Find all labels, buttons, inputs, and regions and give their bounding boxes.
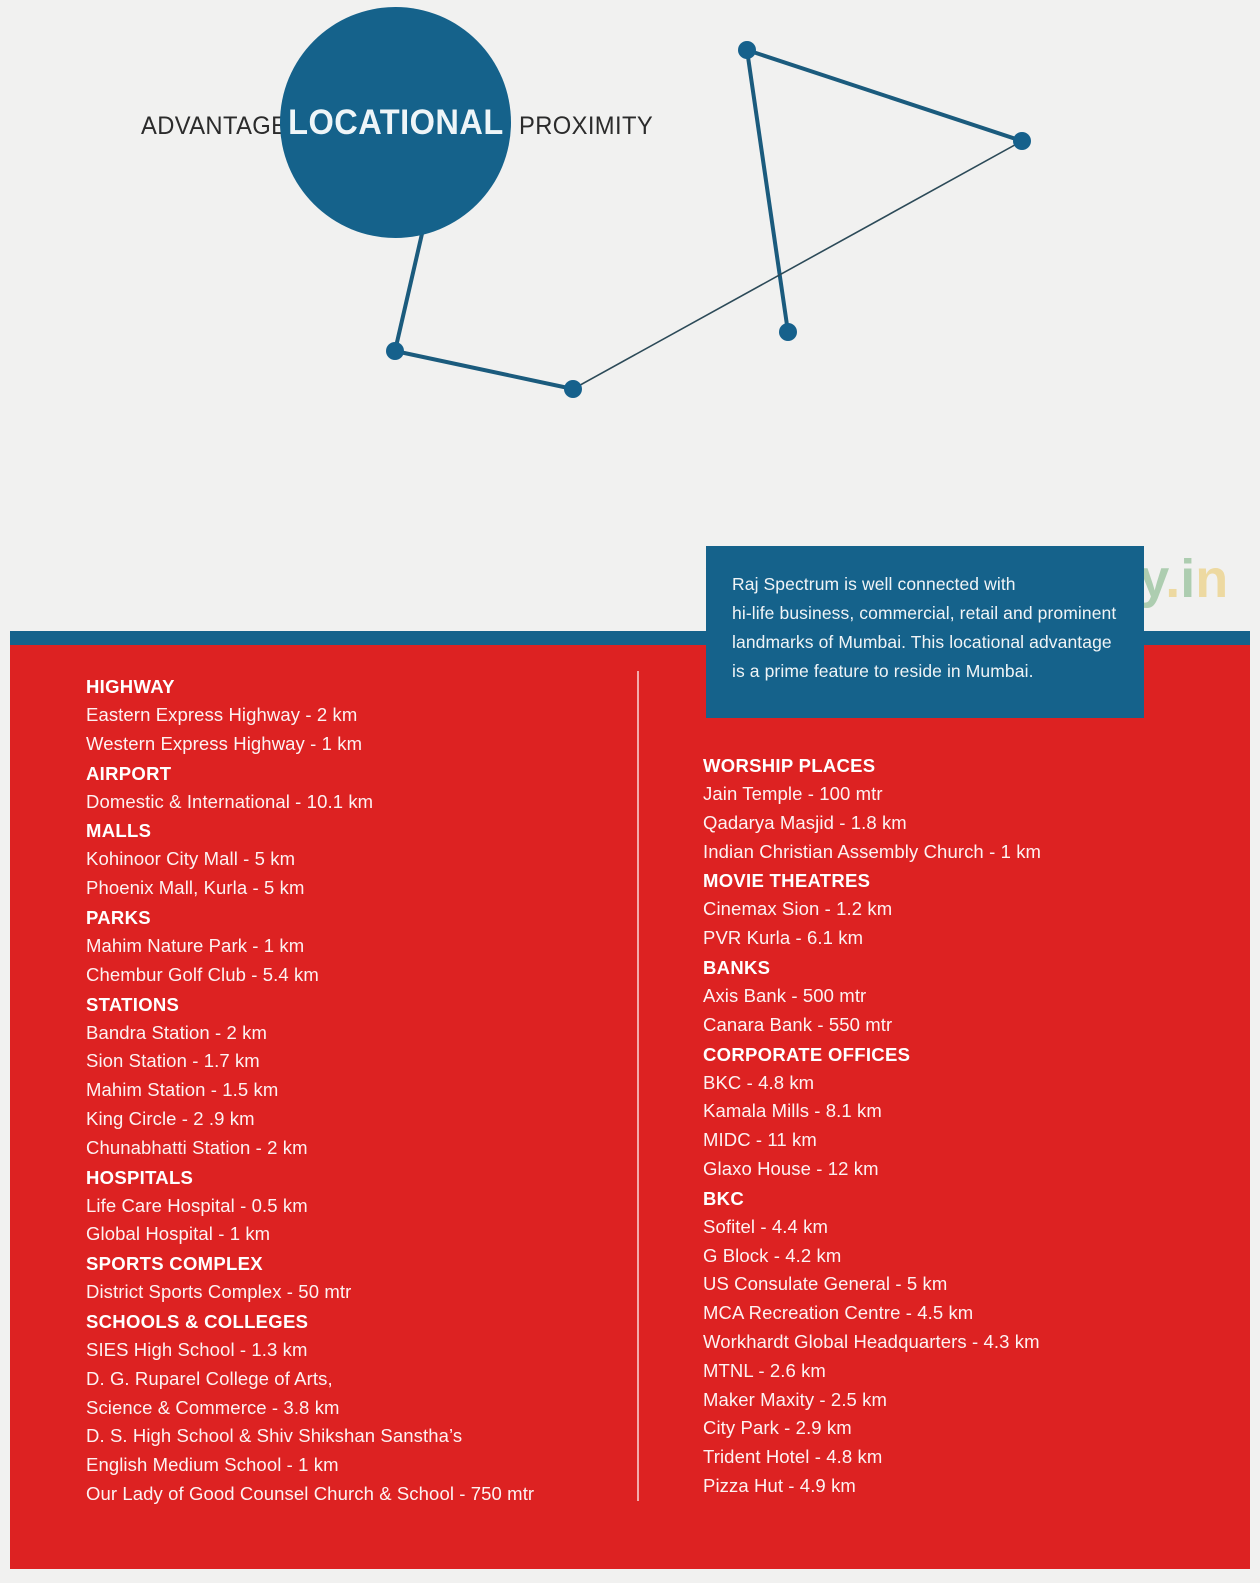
category-item: PVR Kurla - 6.1 km [703,927,864,949]
diagram-links [393,48,1023,391]
category-item: Maker Maxity - 2.5 km [703,1388,888,1410]
category-item: Chunabhatti Station - 2 km [86,1136,308,1158]
category-title: CORPORATE OFFICES [703,1043,911,1065]
category-item: Our Lady of Good Counsel Church & School… [86,1482,535,1504]
category-title: BKC [703,1187,744,1209]
category-item: Qadarya Masjid - 1.8 km [703,811,907,833]
diagram-node [564,380,582,398]
proximity-list-right: WORSHIP PLACES Jain Temple - 100 mtr Qadar… [703,751,1223,1501]
category-item: Kohinoor City Mall - 5 km [86,848,296,870]
category-item: Domestic & International - 10.1 km [86,790,374,812]
diagram-node [1013,132,1031,150]
locational-badge: LOCATIONAL [280,7,511,238]
category-item: Pizza Hut - 4.9 km [703,1474,856,1496]
link-n1-n2 [746,48,1023,143]
category-item: Sion Station - 1.7 km [86,1050,260,1072]
category-item: Axis Bank - 500 mtr [703,984,867,1006]
info-line: hi-life business, commercial, retail and… [732,603,1117,623]
category-title: AIRPORT [86,762,172,784]
category-item: Glaxo House - 12 km [703,1157,879,1179]
category-item: Chembur Golf Club - 5.4 km [86,963,319,985]
category-title: HOSPITALS [86,1166,194,1188]
link-n5-hub [393,224,426,352]
category-item: MIDC - 11 km [703,1129,817,1151]
category-item: D. S. High School & Shiv Shikshan Sansth… [86,1425,463,1476]
category-item: Indian Christian Assembly Church - 1 km [703,840,1042,862]
diagram-node [738,41,756,59]
category-title: STATIONS [86,993,180,1015]
category-title: SPORTS COMPLEX [86,1253,263,1275]
proximity-list-left: HIGHWAY Eastern Express Highway - 2 km Wes… [86,672,626,1509]
diagram-node [779,323,797,341]
category-item: Jain Temple - 100 mtr [703,783,883,804]
category-item: Workhardt Global Headquarters - 4.3 km [703,1330,1040,1352]
link-n4-n5 [394,349,574,391]
link-n2-n4 [572,140,1023,390]
diagram-nodes [386,41,1031,398]
category-item: King Circle - 2 .9 km [86,1107,255,1129]
category-item: Global Hospital - 1 km [86,1223,271,1245]
category-item: Western Express Highway - 1 km [86,732,363,754]
category-item: Mahim Nature Park - 1 km [86,934,305,956]
category-title: PARKS [86,906,151,928]
category-item: D. G. Ruparel College of Arts, Science &… [86,1367,340,1418]
category-title: BANKS [703,956,771,978]
category-item: Bandra Station - 2 km [86,1021,268,1043]
category-item: Trident Hotel - 4.8 km [703,1446,883,1468]
diagram-node [386,342,404,360]
category-item: District Sports Complex - 50 mtr [86,1281,352,1303]
network-diagram [386,41,1031,398]
red-content-panel [10,645,1250,1569]
category-item: Cinemax Sion - 1.2 km [703,898,893,920]
link-n1-n3 [745,49,790,333]
category-item: Kamala Mills - 8.1 km [703,1100,882,1122]
category-item: Phoenix Mall, Kurla - 5 km [86,877,305,899]
category-item: Mahim Station - 1.5 km [86,1079,279,1101]
category-item: SIES High School - 1.3 km [86,1338,308,1360]
category-item: G Block - 4.2 km [703,1244,842,1266]
category-item: MTNL - 2.6 km [703,1359,826,1381]
category-item: BKC - 4.8 km [703,1071,815,1093]
info-callout-box: Raj Spectrum is well connected with hi-l… [706,546,1144,718]
info-line: Raj Spectrum is well connected with [732,574,1016,594]
category-title: HIGHWAY [86,676,175,697]
locational-badge-label: LOCATIONAL [287,102,504,142]
category-item: Life Care Hospital - 0.5 km [86,1194,308,1216]
category-item: Sofitel - 4.4 km [703,1215,828,1237]
category-title: MALLS [86,820,152,842]
proximity-label: PROXIMITY [519,112,654,140]
info-line: landmarks of Mumbai. This locational adv… [732,632,1112,652]
category-item: City Park - 2.9 km [703,1417,852,1439]
category-item: US Consulate General - 5 km [703,1273,948,1295]
info-line: is a prime feature to reside in Mumbai. [732,661,1034,681]
top-light-area: ADVANTAGE LOCATIONAL PROXIMITY www.A2ZPr… [0,0,1260,718]
category-title: SCHOOLS & COLLEGES [86,1310,309,1332]
category-title: WORSHIP PLACES [703,755,876,776]
advantage-label: ADVANTAGE [141,112,288,140]
category-item: MCA Recreation Centre - 4.5 km [703,1302,974,1324]
category-item: Canara Bank - 550 mtr [703,1013,893,1035]
category-item: Eastern Express Highway - 2 km [86,704,358,725]
category-title: MOVIE THEATRES [703,870,871,892]
column-divider [637,671,639,1501]
